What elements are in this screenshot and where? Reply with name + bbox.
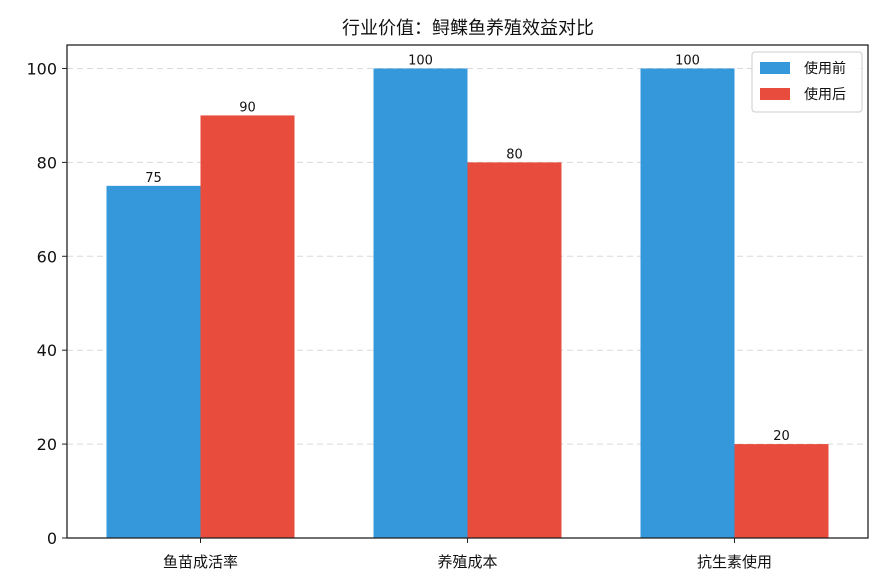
bars	[106, 68, 829, 538]
y-tick-label-20: 20	[37, 435, 57, 454]
x-tick-label-0: 鱼苗成活率	[163, 553, 238, 571]
data-label-before-1: 100	[408, 53, 433, 68]
y-axis-ticks: 0 20 40 60 80 100	[26, 59, 67, 548]
bar-after-2	[734, 444, 829, 538]
data-label-after-1: 80	[506, 147, 523, 162]
y-tick-label-100: 100	[26, 59, 57, 78]
x-axis-ticks: 鱼苗成活率 养殖成本 抗生素使用	[163, 538, 772, 571]
data-label-after-2: 20	[773, 429, 790, 444]
x-tick-label-1: 养殖成本	[437, 553, 497, 571]
data-label-before-0: 75	[145, 171, 162, 186]
legend-label-before: 使用前	[804, 60, 846, 77]
bar-before-0	[106, 185, 201, 538]
legend-swatch-before	[760, 62, 790, 74]
bar-after-0	[200, 115, 295, 538]
chart-title: 行业价值：鲟鲽鱼养殖效益对比	[342, 17, 594, 39]
bar-before-1	[373, 68, 468, 538]
y-tick-label-80: 80	[37, 153, 57, 172]
y-tick-label-60: 60	[37, 247, 57, 266]
data-label-after-0: 90	[239, 100, 256, 115]
y-tick-label-0: 0	[47, 529, 57, 548]
legend-swatch-after	[760, 88, 790, 100]
bar-before-2	[640, 68, 735, 538]
x-tick-label-2: 抗生素使用	[697, 553, 772, 571]
legend-label-after: 使用后	[804, 86, 846, 103]
data-label-before-2: 100	[675, 53, 700, 68]
y-tick-label-40: 40	[37, 341, 57, 360]
bar-after-1	[467, 162, 562, 538]
data-labels: 75 90 100 80 100 20	[145, 53, 790, 444]
